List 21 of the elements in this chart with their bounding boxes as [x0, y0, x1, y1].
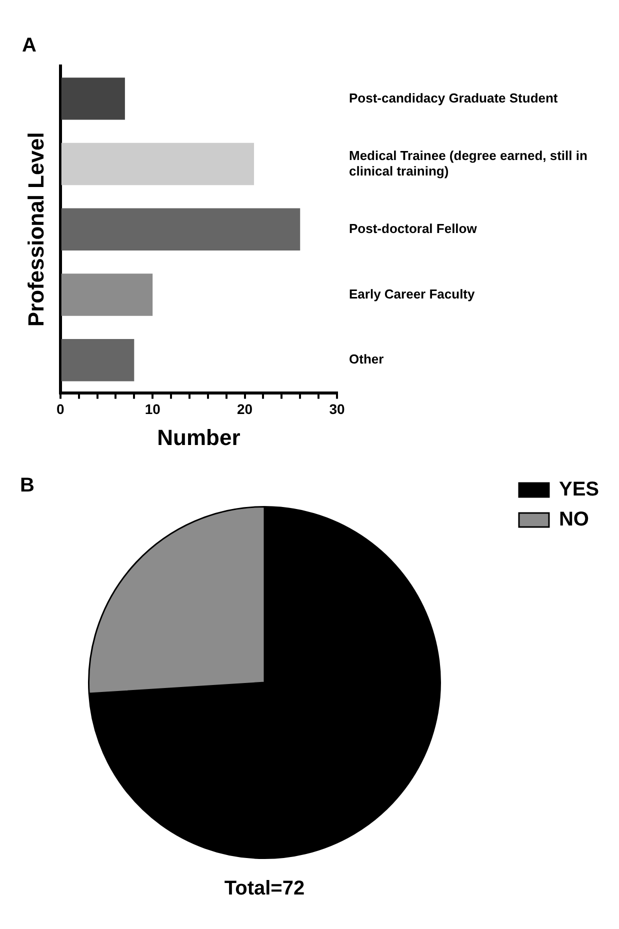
- x-tick-label: 0: [56, 401, 64, 418]
- chart-title: B: [20, 474, 34, 497]
- y-axis-title: Professional Level: [23, 132, 48, 327]
- legend-label: NO: [558, 508, 589, 531]
- x-tick-label: 10: [144, 401, 161, 418]
- y-tick-label: Medical Trainee (degree earned, still in clinical training): [349, 148, 588, 178]
- text: Total=72: [224, 878, 305, 900]
- legend-label: YES: [558, 478, 600, 501]
- x-axis-title: Number: [157, 424, 241, 450]
- y-tick-label: Other: [349, 352, 384, 367]
- bar: [61, 142, 254, 186]
- x-tick-label: 20: [237, 401, 253, 418]
- bar: [61, 274, 153, 316]
- bar: [61, 78, 125, 120]
- bar: [61, 208, 300, 251]
- y-tick-label: Post-candidacy Graduate Student: [349, 90, 558, 106]
- x-tick-label: 30: [329, 401, 345, 418]
- y-tick-label: Early Career Faculty: [349, 286, 476, 302]
- y-tick-label: Post-doctoral Fellow: [349, 220, 478, 236]
- chart-title: A: [22, 34, 36, 57]
- bar: [61, 339, 134, 382]
